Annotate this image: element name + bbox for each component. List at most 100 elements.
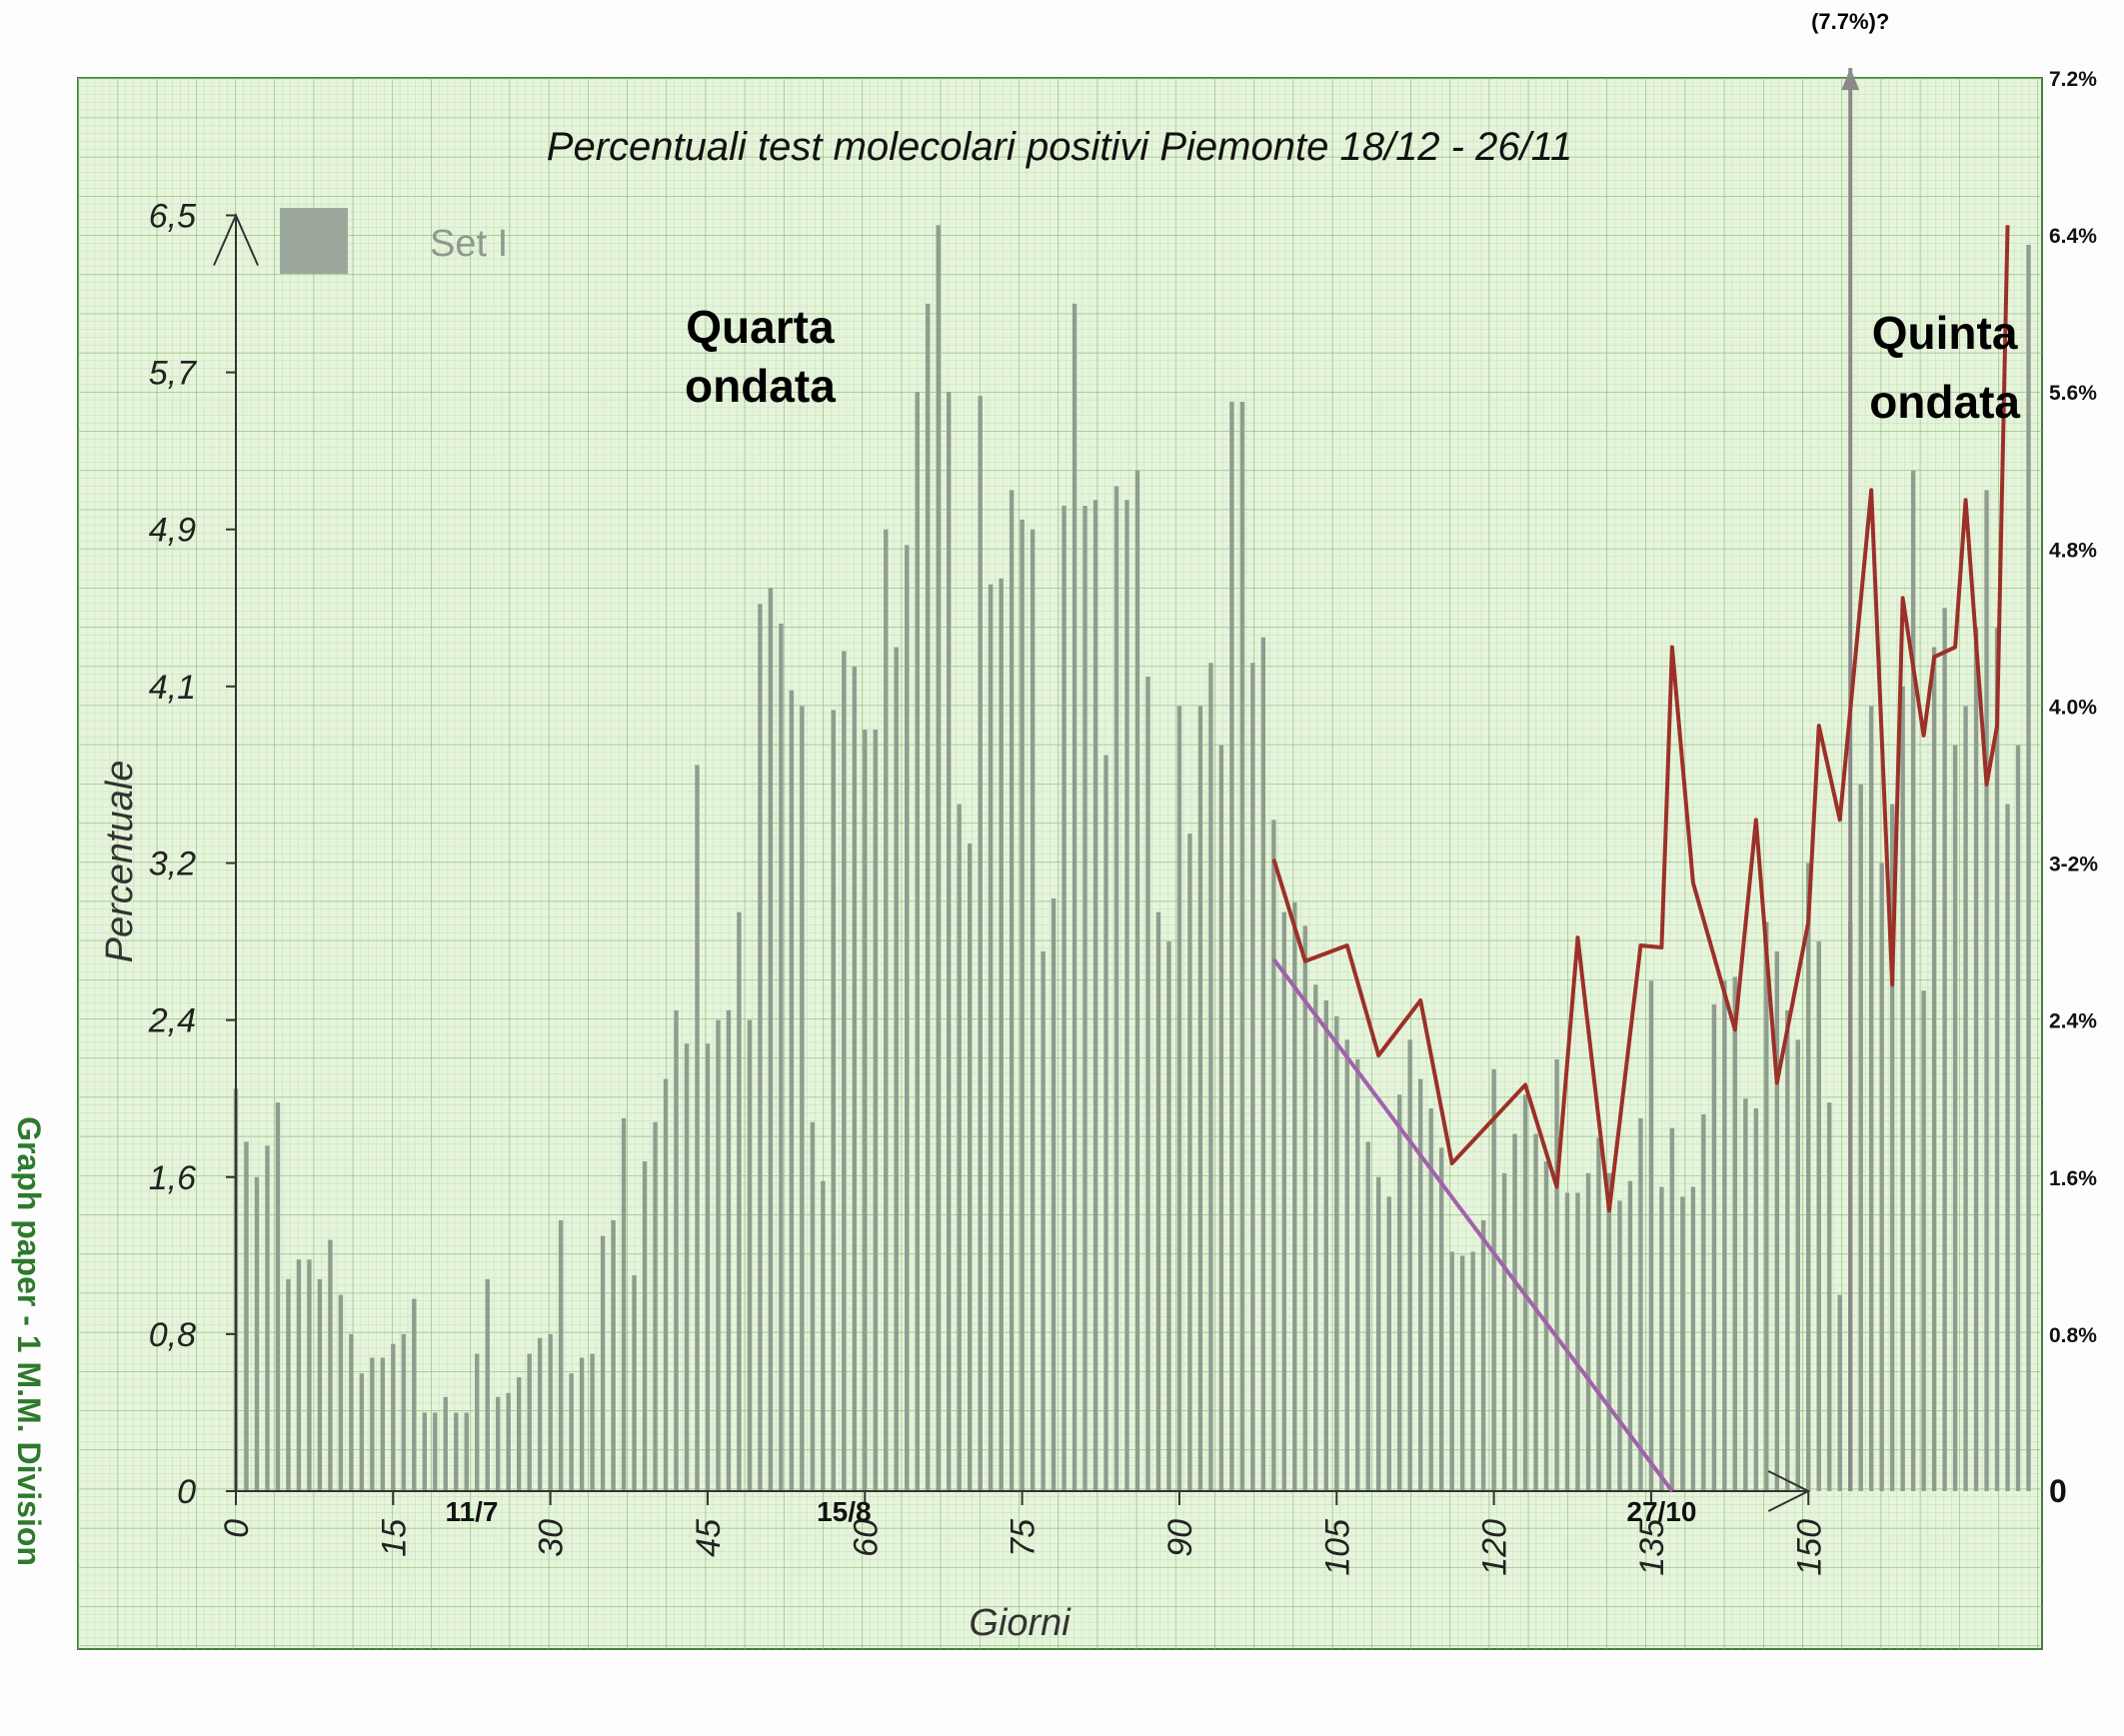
bar (1365, 1141, 1370, 1491)
bar (1051, 897, 1057, 1491)
bar (1208, 663, 1213, 1491)
bar (988, 584, 994, 1491)
bar (1554, 1058, 1559, 1491)
bar (1994, 627, 2000, 1491)
bar (1837, 1294, 1842, 1491)
y-tick-label: 3,2 (149, 846, 196, 883)
bar (485, 1278, 490, 1491)
bar (1155, 911, 1161, 1491)
bar (1134, 470, 1140, 1491)
bar (684, 1043, 690, 1491)
bar (768, 588, 774, 1491)
y-tick-label: 0 (177, 1473, 196, 1511)
date-marker-label: 11/7 (446, 1496, 499, 1527)
chart-title: Percentuali test molecolari positivi Pie… (547, 125, 1572, 169)
bar (821, 1180, 826, 1491)
y-tick-label: 1,6 (149, 1159, 196, 1197)
bar-series (233, 225, 2031, 1492)
bar (1271, 820, 1276, 1491)
bar (611, 1219, 616, 1491)
bar (747, 1019, 753, 1491)
bar (579, 1357, 585, 1491)
bar (2005, 804, 2010, 1491)
bar (391, 1343, 396, 1491)
bar (296, 1259, 302, 1491)
bar (716, 1019, 721, 1491)
bar (1197, 706, 1203, 1491)
bar (475, 1353, 480, 1491)
bar (600, 1235, 606, 1491)
bar (527, 1353, 532, 1491)
bar (1952, 745, 1958, 1491)
bar (663, 1078, 669, 1491)
bar (1690, 1186, 1696, 1491)
bar (412, 1298, 417, 1491)
bar (1701, 1113, 1706, 1491)
right-tick-label: 7.2% (2049, 68, 2097, 91)
bar (254, 1176, 260, 1491)
x-axis-label: Giorni (969, 1602, 1071, 1644)
right-tick-label: 5.6% (2049, 382, 2097, 405)
bar (537, 1337, 543, 1491)
right-tick-label: 0 (2049, 1473, 2067, 1509)
overlay-line (1271, 957, 1674, 1493)
bar (905, 545, 910, 1491)
bar (1092, 500, 1098, 1492)
bar (558, 1219, 564, 1491)
bar (1229, 402, 1234, 1492)
bar (1491, 1068, 1496, 1491)
overlay-lines (1271, 225, 2010, 1493)
bar (1071, 303, 1077, 1492)
bar (947, 392, 952, 1492)
bar (1753, 1108, 1759, 1491)
x-tick-labels: 0 15 30 45 60 75 90 105 120 135 150 (218, 1519, 1828, 1576)
x-tick-label: 75 (1005, 1519, 1043, 1557)
bar (1900, 686, 1905, 1491)
bar (328, 1239, 333, 1491)
bar (873, 730, 878, 1491)
x-tick-label: 15 (375, 1519, 413, 1557)
bar (1218, 745, 1224, 1491)
bar (548, 1333, 553, 1491)
bar (1732, 976, 1738, 1491)
bar (894, 647, 899, 1491)
x-tick-label: 90 (1161, 1519, 1199, 1557)
y-tick-label: 6,5 (149, 197, 196, 235)
bar (1606, 1172, 1612, 1491)
right-tick-label: 1.6% (2049, 1167, 2097, 1190)
y-tick-label: 0,8 (149, 1316, 196, 1354)
right-tick-label: 6.4% (2049, 225, 2097, 248)
bar (1785, 1009, 1790, 1491)
y-tick-label: 4,9 (149, 512, 196, 550)
bar (1145, 676, 1150, 1491)
bar (789, 690, 795, 1491)
bar (1973, 627, 1979, 1491)
bar (1501, 1172, 1507, 1491)
right-tick-label: 2.4% (2049, 1010, 2097, 1033)
bar (810, 1121, 816, 1491)
bar (1344, 1039, 1349, 1491)
bar (1062, 506, 1066, 1491)
bar (401, 1333, 407, 1491)
x-tick-label: 120 (1476, 1519, 1514, 1576)
bar (422, 1412, 427, 1491)
bar (1417, 1078, 1423, 1491)
legend-swatch (280, 208, 348, 274)
right-tick-label: 4.0% (2049, 696, 2097, 719)
right-tick-labels: 0 0.8% 1.6% 2.4% 3-2% 4.0% 4.8% 5.6% 6.4% 7.2% (2049, 68, 2098, 1509)
bar (1910, 470, 1916, 1491)
bar (1868, 706, 1874, 1491)
bar (244, 1141, 249, 1491)
bar (863, 730, 868, 1491)
y-tick-label: 2,4 (148, 1002, 196, 1040)
bar (1627, 1180, 1633, 1491)
bar (1669, 1127, 1675, 1491)
vertical-marker-arrow (1841, 68, 1860, 91)
bar (1166, 941, 1171, 1491)
bar (2026, 244, 2031, 1492)
legend: Set I (280, 208, 508, 274)
bar (936, 225, 941, 1492)
right-tick-label: 4.8% (2049, 539, 2097, 562)
bar (590, 1353, 595, 1491)
bar (359, 1373, 365, 1491)
